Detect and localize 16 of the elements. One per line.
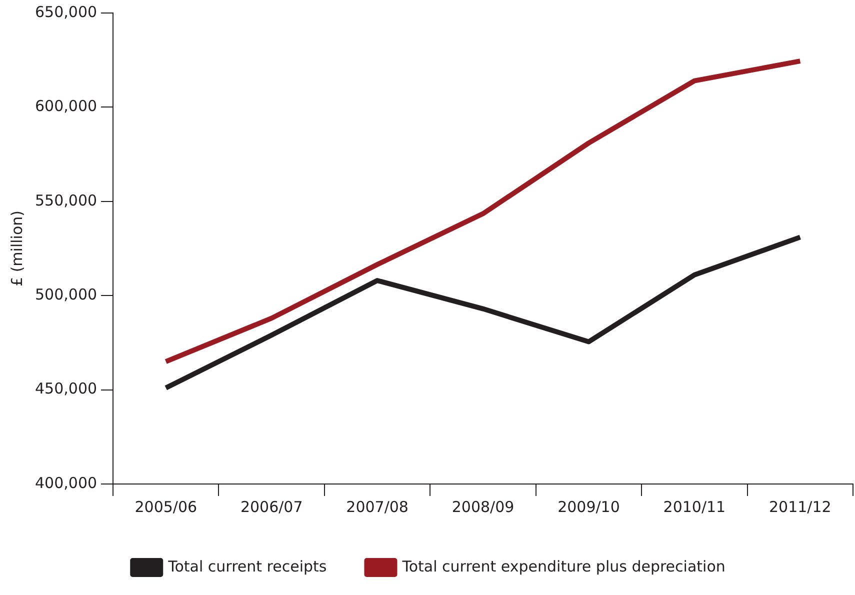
- y-tick-label: 500,000: [35, 285, 98, 304]
- y-tick-label: 400,000: [35, 474, 98, 492]
- y-tick-label: 600,000: [35, 97, 98, 116]
- y-axis-title: £ (million): [8, 210, 26, 286]
- legend-label: Total current expenditure plus depreciation: [401, 557, 726, 576]
- x-tick-label: 2007/08: [346, 498, 408, 516]
- y-tick-label: 650,000: [35, 2, 98, 21]
- x-tick-label: 2010/11: [663, 498, 726, 516]
- y-tick-label: 550,000: [35, 191, 98, 210]
- x-tick-label: 2011/12: [768, 498, 832, 516]
- x-tick-label: 2008/09: [452, 498, 514, 516]
- y-tick-label: 450,000: [35, 380, 98, 398]
- x-tick-label: 2009/10: [558, 498, 620, 516]
- x-tick-label: 2006/07: [240, 498, 303, 516]
- legend-label: Total current receipts: [167, 557, 327, 576]
- x-tick-label: 2005/06: [134, 498, 198, 516]
